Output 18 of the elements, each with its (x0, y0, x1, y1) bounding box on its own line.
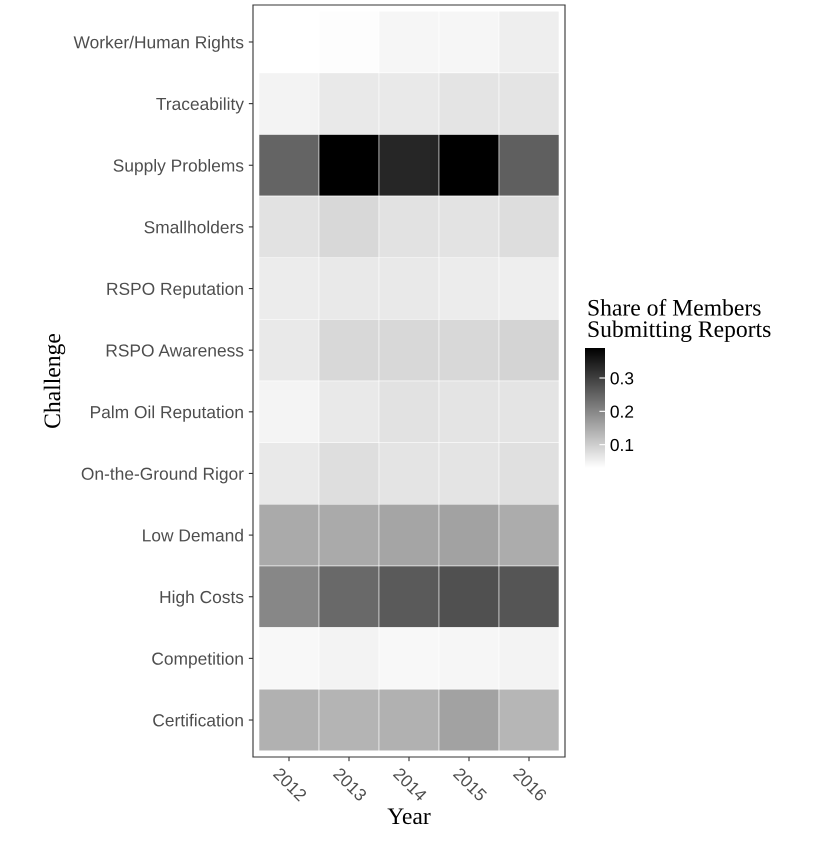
y-tick-label: Worker/Human Rights (74, 36, 244, 52)
y-tick-label: Supply Problems (114, 158, 244, 176)
y-tick-label: Low Demand (143, 528, 243, 542)
color-bar-label: 0.2 (610, 406, 634, 418)
y-tick-label: On-the-Ground Rigor (82, 467, 244, 484)
y-tick-label: RSPO Reputation (107, 282, 243, 298)
y-tick-label: RSPO Awareness (106, 344, 244, 357)
y-tick-label: Smallholders (144, 220, 244, 234)
y-tick-label: Traceability (156, 97, 244, 114)
y-tick-label: High Costs (160, 590, 244, 607)
color-bar-label: 0.3 (610, 372, 634, 384)
y-tick-label: Palm Oil Reputation (91, 406, 243, 422)
y-tick-label: Competition (152, 652, 243, 668)
x-axis-title: Year (388, 808, 431, 824)
y-tick-label: Certification (153, 714, 243, 726)
color-bar-title: Share of Members Submitting Reports (588, 298, 770, 342)
y-axis-title: Challenge (44, 334, 66, 428)
color-bar-label: 0.1 (610, 438, 634, 452)
